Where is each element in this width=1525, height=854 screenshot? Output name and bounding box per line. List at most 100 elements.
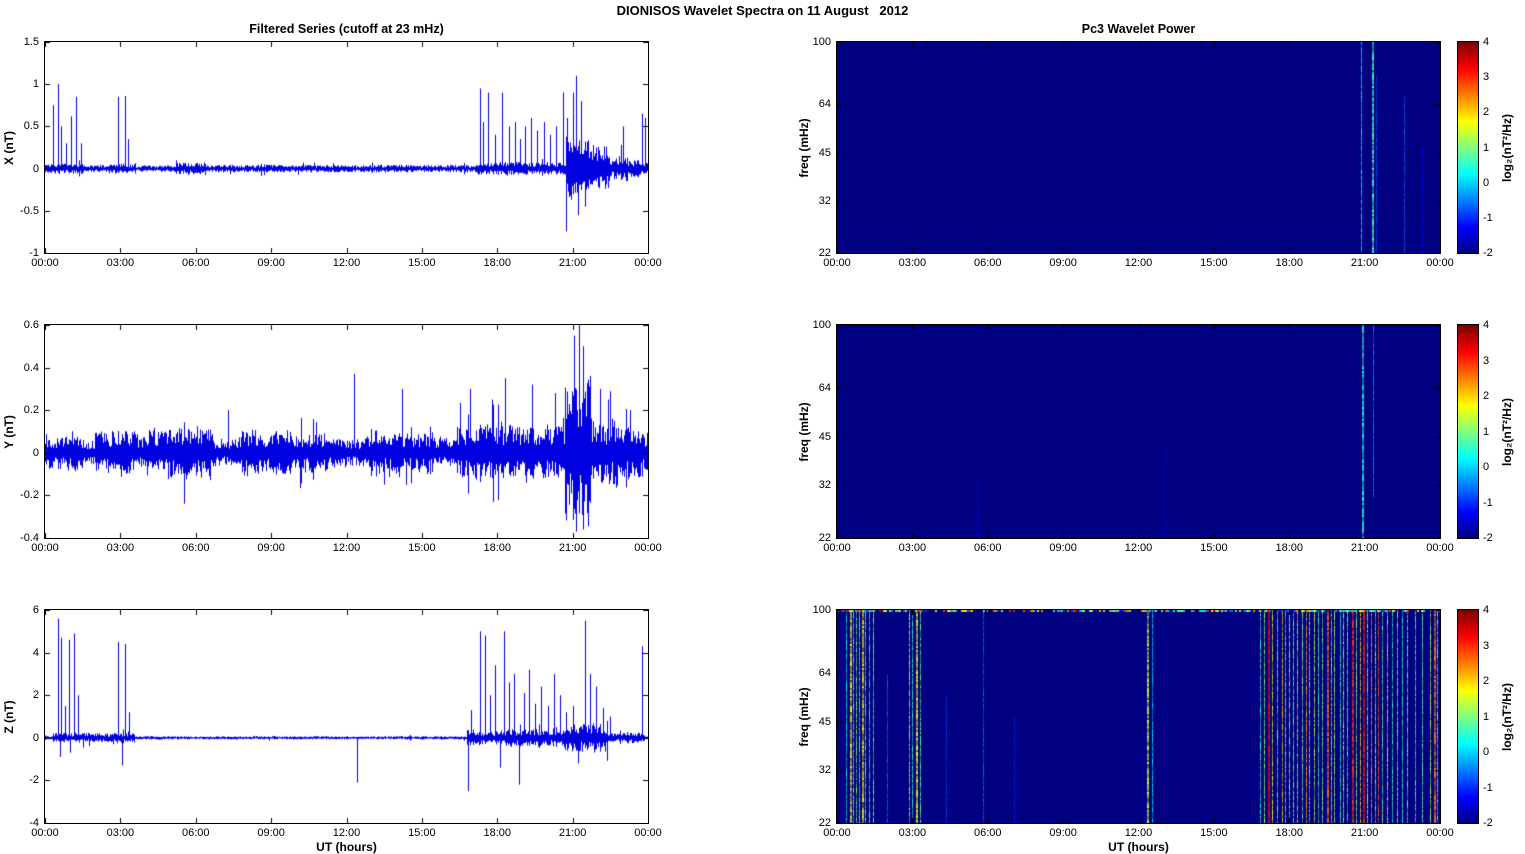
x-tick-label: 06:00 xyxy=(973,257,1002,269)
x-tick-label: 00:00 xyxy=(634,257,662,269)
colorbar-z-gradient xyxy=(1458,610,1478,823)
x-tick-label: 15:00 xyxy=(1200,257,1228,269)
y-tick-label: 0.5 xyxy=(23,120,39,133)
x-tick-label: 06:00 xyxy=(181,542,210,554)
x-tick-label: 15:00 xyxy=(1200,542,1228,554)
y-tick-label: 0 xyxy=(32,162,39,175)
x-tick-label: 18:00 xyxy=(483,827,512,839)
ylabel-y-nt: Y (nT) xyxy=(2,414,16,449)
x-tick-label: 06:00 xyxy=(973,542,1002,554)
x-tick-label: 06:00 xyxy=(181,827,210,839)
freq-tick-label: 64 xyxy=(818,381,831,394)
colorbar-tick-label: 3 xyxy=(1483,639,1490,652)
freq-tick-label: 22 xyxy=(818,247,831,259)
y-tick-label: 0.4 xyxy=(23,361,39,374)
x-series-plot-canvas xyxy=(45,42,648,253)
y-tick-label: 4 xyxy=(32,646,39,659)
x-tick-label: 18:00 xyxy=(483,257,512,269)
colorbar-tick-label: -2 xyxy=(1483,532,1493,544)
y-series-plot-canvas xyxy=(45,325,648,538)
x-tick-label: 21:00 xyxy=(558,827,587,839)
x-tick-label: 12:00 xyxy=(332,257,361,269)
x-tick-label: 03:00 xyxy=(106,257,135,269)
freq-tick-label: 32 xyxy=(818,479,831,492)
x-tick-label: 15:00 xyxy=(408,827,436,839)
z-wavelet-heatmap-canvas xyxy=(837,610,1440,823)
colorbar-tick-label: -1 xyxy=(1483,781,1493,794)
x-tick-label: 18:00 xyxy=(1275,257,1304,269)
filtered-series-title: Filtered Series (cutoff at 23 mHz) xyxy=(249,22,444,36)
y-tick-label: 0 xyxy=(32,731,39,744)
x-tick-label: 00:00 xyxy=(31,542,59,554)
freq-tick-label: 100 xyxy=(812,604,831,616)
x-tick-label: 00:00 xyxy=(823,827,851,839)
freq-tick-label: 100 xyxy=(812,36,831,48)
x-tick-label: 09:00 xyxy=(1049,257,1077,269)
x-tick-label: 15:00 xyxy=(408,542,436,554)
freq-tick-label: 22 xyxy=(818,817,831,829)
x-tick-label: 21:00 xyxy=(558,257,587,269)
colorbar-tick-label: 2 xyxy=(1483,106,1490,119)
x-tick-label: 03:00 xyxy=(106,827,135,839)
colorbar-tick-label: 2 xyxy=(1483,675,1490,687)
x-tick-label: 09:00 xyxy=(257,542,285,554)
colorbar-tick-label: 4 xyxy=(1483,319,1490,331)
x-tick-label: 00:00 xyxy=(31,257,59,269)
colorbar-tick-label: -1 xyxy=(1483,211,1493,224)
colorbar-tick-label: 3 xyxy=(1483,71,1490,84)
x-tick-label: 00:00 xyxy=(1426,542,1454,554)
x-tick-label: 21:00 xyxy=(1350,542,1379,554)
colorbar-x-gradient xyxy=(1458,42,1478,253)
x-tick-label: 12:00 xyxy=(332,542,361,554)
x-tick-label: 03:00 xyxy=(106,542,135,554)
x-tick-label: 00:00 xyxy=(31,827,59,839)
y-tick-label: 0 xyxy=(32,446,39,459)
x-tick-label: 09:00 xyxy=(257,827,285,839)
x-tick-label: 18:00 xyxy=(483,542,512,554)
x-tick-label: 00:00 xyxy=(634,827,662,839)
x-tick-label: 09:00 xyxy=(1049,827,1077,839)
panel-y-filtered-series xyxy=(44,324,649,539)
x-tick-label: 00:00 xyxy=(634,542,662,554)
x-tick-label: 21:00 xyxy=(1350,257,1379,269)
x-tick-label: 15:00 xyxy=(408,257,436,269)
freq-tick-label: 32 xyxy=(818,194,831,207)
y-tick-label: -0.2 xyxy=(20,489,39,502)
freq-tick-label: 45 xyxy=(818,431,831,444)
ylabel-x-nt: X (nT) xyxy=(2,130,16,165)
panel-z-filtered-series xyxy=(44,609,649,824)
colorbar-y-gradient xyxy=(1458,325,1478,538)
y-tick-label: -2 xyxy=(29,774,39,787)
colorbar-tick-label: 0 xyxy=(1483,176,1490,189)
freq-tick-label: 32 xyxy=(818,764,831,777)
x-tick-label: 12:00 xyxy=(332,827,361,839)
colorbar-tick-label: -1 xyxy=(1483,496,1493,509)
x-tick-label: 12:00 xyxy=(1124,542,1153,554)
y-tick-label: -4 xyxy=(29,817,39,829)
freq-tick-label: 45 xyxy=(818,147,831,160)
colorbar-tick-label: -2 xyxy=(1483,817,1493,829)
colorbar-tick-label: -2 xyxy=(1483,247,1493,259)
x-tick-label: 03:00 xyxy=(898,257,927,269)
y-tick-label: 6 xyxy=(32,604,39,616)
freq-tick-label: 100 xyxy=(812,319,831,331)
z-series-plot-canvas xyxy=(45,610,648,823)
freq-tick-label: 64 xyxy=(818,98,831,111)
y-tick-label: 0.2 xyxy=(23,404,39,417)
colorbar-tick-label: 1 xyxy=(1483,141,1490,154)
x-tick-label: 15:00 xyxy=(1200,827,1228,839)
freq-tick-label: 45 xyxy=(818,716,831,729)
colorbar-tick-label: 2 xyxy=(1483,390,1490,402)
panel-y-wavelet-power xyxy=(836,324,1441,539)
x-tick-label: 09:00 xyxy=(257,257,285,269)
x-tick-label: 18:00 xyxy=(1275,827,1304,839)
colorbar-tick-label: 1 xyxy=(1483,710,1490,723)
x-tick-label: 06:00 xyxy=(181,257,210,269)
x-tick-label: 21:00 xyxy=(1350,827,1379,839)
colorbar-z xyxy=(1457,609,1479,824)
x-tick-label: 06:00 xyxy=(973,827,1002,839)
x-tick-label: 00:00 xyxy=(823,542,851,554)
x-tick-label: 12:00 xyxy=(1124,827,1153,839)
y-tick-label: 1.5 xyxy=(23,36,39,48)
